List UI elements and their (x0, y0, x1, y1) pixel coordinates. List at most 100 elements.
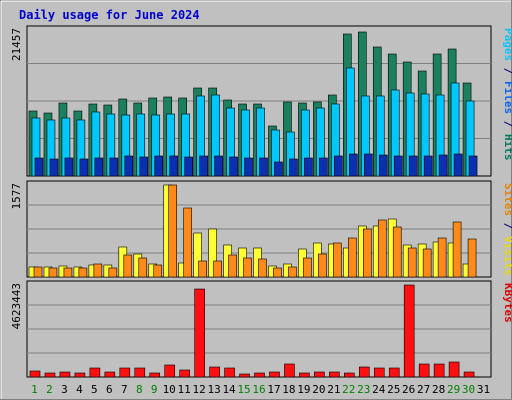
bar-kbytes-day-12 (194, 288, 205, 378)
x-axis-labels: 1 2 3 4 5 6 7 8 9 10 11 12 13 14 15 16 17 18 19 20 21 22 23 24 2… (31, 383, 490, 396)
bar-sites-day-6 (108, 267, 118, 278)
bar-pages-day-1 (34, 157, 44, 177)
bar-kbytes-day-14 (224, 367, 235, 378)
bar-pages-day-12 (199, 155, 208, 177)
bar-kbytes-day-2 (44, 372, 56, 378)
legend-item: Sites (502, 183, 512, 216)
chart-title: Daily usage for June 2024 (19, 8, 200, 22)
bar-pages-day-3 (64, 157, 74, 177)
x-tick-label-25: 25 (387, 383, 400, 396)
bar-kbytes-day-24 (373, 367, 385, 378)
bar-sites-day-21 (333, 242, 342, 278)
bar-pages-day-23 (363, 153, 373, 177)
legend: Pages / Files / Hits (502, 28, 512, 161)
bar-pages-day-30 (468, 155, 478, 177)
x-tick-label-14: 14 (222, 383, 236, 396)
x-tick-label-16: 16 (252, 383, 265, 396)
x-tick-label-10: 10 (163, 383, 176, 396)
bar-visits-day-13 (208, 228, 217, 278)
bar-pages-day-28 (438, 154, 448, 177)
bar-kbytes-day-13 (209, 366, 220, 378)
bar-sites-day-18 (288, 266, 297, 278)
bar-sites-day-9 (153, 264, 163, 278)
bar-kbytes-day-3 (59, 371, 71, 378)
bar-sites-day-28 (437, 237, 447, 278)
bar-pages-day-29 (453, 153, 463, 177)
bar-pages-day-8 (139, 156, 149, 177)
bar-pages-day-21 (334, 155, 343, 177)
bar-sites-day-7 (123, 254, 133, 278)
bar-sites-day-11 (183, 207, 192, 278)
y-max-label: 1577 (10, 183, 23, 210)
legend-item: / (502, 114, 512, 134)
bar-sites-day-26 (407, 247, 417, 278)
x-tick-label-21: 21 (327, 383, 340, 396)
bar-sites-day-20 (318, 253, 327, 278)
legend-item: Files (502, 81, 512, 114)
bar-pages-day-27 (423, 155, 433, 177)
x-tick-label-26: 26 (402, 383, 415, 396)
bar-visits-day-12 (193, 232, 202, 278)
bar-pages-day-9 (154, 155, 164, 177)
bar-kbytes-day-30 (463, 371, 475, 378)
bar-sites-day-29 (452, 221, 462, 278)
bar-kbytes-day-9 (149, 372, 161, 378)
x-tick-label-27: 27 (417, 383, 430, 396)
x-tick-label-30: 30 (462, 383, 475, 396)
bar-kbytes-day-27 (418, 363, 430, 378)
bar-kbytes-day-8 (134, 367, 146, 378)
bar-kbytes-day-25 (388, 367, 400, 378)
bar-pages-day-10 (169, 155, 179, 177)
bar-pages-day-20 (319, 157, 328, 177)
bar-kbytes-day-11 (179, 369, 190, 378)
legend-item: / (502, 216, 512, 236)
x-tick-label-31: 31 (477, 383, 490, 396)
legend: KBytes (502, 283, 512, 323)
x-tick-label-11: 11 (178, 383, 191, 396)
bar-pages-day-4 (79, 158, 89, 177)
panel-kbytes: 4623443 KBytes (10, 280, 512, 378)
bar-pages-day-15 (244, 157, 253, 177)
bar-pages-day-18 (289, 158, 298, 177)
bar-kbytes-day-16 (254, 372, 265, 378)
x-tick-label-7: 7 (121, 383, 128, 396)
legend-item: / (502, 61, 512, 81)
panel-hits-files-pages: 21457 Pages / Files / Hits (10, 25, 512, 177)
x-tick-label-8: 8 (136, 383, 143, 396)
bar-sites-day-12 (198, 260, 207, 278)
bar-pages-day-19 (304, 157, 313, 177)
x-tick-label-9: 9 (151, 383, 158, 396)
bar-kbytes-day-29 (448, 361, 460, 378)
x-tick-label-13: 13 (207, 383, 220, 396)
legend: Sites / Visits (502, 183, 512, 276)
bar-pages-day-25 (393, 155, 403, 177)
bar-kbytes-day-6 (104, 371, 116, 378)
bar-kbytes-day-5 (89, 367, 101, 378)
x-tick-label-28: 28 (432, 383, 445, 396)
bar-kbytes-day-1 (29, 370, 41, 378)
legend-item: KBytes (502, 283, 512, 323)
bar-sites-day-17 (273, 267, 282, 278)
x-tick-label-5: 5 (91, 383, 98, 396)
bar-pages-day-11 (184, 156, 193, 177)
bar-pages-day-24 (378, 154, 388, 177)
x-tick-label-29: 29 (447, 383, 460, 396)
x-tick-label-24: 24 (372, 383, 386, 396)
bar-sites-day-25 (392, 226, 402, 278)
bar-pages-day-5 (94, 157, 104, 177)
bar-kbytes-day-4 (74, 372, 86, 378)
bar-sites-day-23 (362, 228, 372, 278)
x-tick-label-6: 6 (106, 383, 113, 396)
bar-pages-day-17 (274, 161, 283, 177)
bar-sites-day-10 (168, 184, 178, 278)
legend-item: Hits (502, 134, 512, 161)
bar-pages-day-13 (214, 155, 223, 177)
bar-kbytes-day-23 (358, 366, 370, 378)
bar-sites-day-8 (138, 257, 148, 278)
bar-pages-day-14 (229, 156, 238, 177)
bar-sites-day-22 (348, 237, 357, 278)
bar-kbytes-day-7 (119, 367, 131, 378)
bar-sites-day-24 (377, 219, 387, 278)
bar-sites-day-13 (213, 260, 222, 278)
